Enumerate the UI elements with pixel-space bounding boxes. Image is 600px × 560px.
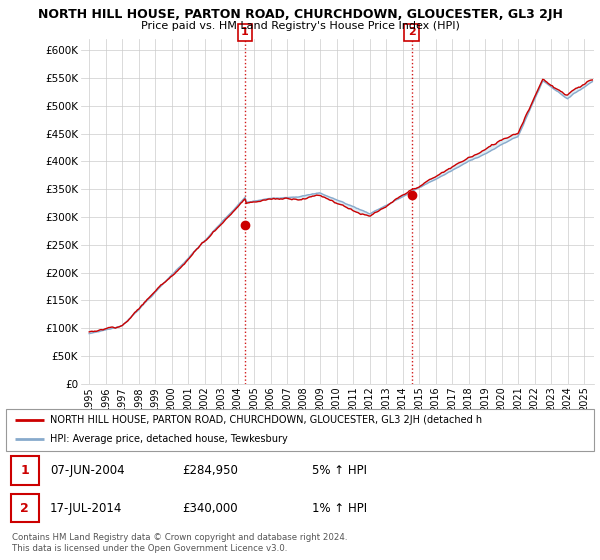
Text: 1% ↑ HPI: 1% ↑ HPI [312, 502, 367, 515]
Text: Contains HM Land Registry data © Crown copyright and database right 2024.
This d: Contains HM Land Registry data © Crown c… [12, 533, 347, 553]
Text: NORTH HILL HOUSE, PARTON ROAD, CHURCHDOWN, GLOUCESTER, GL3 2JH (detached h: NORTH HILL HOUSE, PARTON ROAD, CHURCHDOW… [50, 415, 482, 425]
Text: Price paid vs. HM Land Registry's House Price Index (HPI): Price paid vs. HM Land Registry's House … [140, 21, 460, 31]
Text: 1: 1 [20, 464, 29, 477]
Text: £284,950: £284,950 [182, 464, 238, 477]
Text: HPI: Average price, detached house, Tewkesbury: HPI: Average price, detached house, Tewk… [50, 435, 288, 445]
Text: 17-JUL-2014: 17-JUL-2014 [50, 502, 122, 515]
Text: 5% ↑ HPI: 5% ↑ HPI [312, 464, 367, 477]
Text: 07-JUN-2004: 07-JUN-2004 [50, 464, 125, 477]
FancyBboxPatch shape [6, 409, 594, 451]
Text: NORTH HILL HOUSE, PARTON ROAD, CHURCHDOWN, GLOUCESTER, GL3 2JH: NORTH HILL HOUSE, PARTON ROAD, CHURCHDOW… [38, 8, 562, 21]
Text: 1: 1 [241, 27, 249, 38]
Text: 2: 2 [20, 502, 29, 515]
Text: 2: 2 [407, 27, 415, 38]
Text: £340,000: £340,000 [182, 502, 238, 515]
FancyBboxPatch shape [11, 456, 39, 484]
FancyBboxPatch shape [11, 494, 39, 522]
